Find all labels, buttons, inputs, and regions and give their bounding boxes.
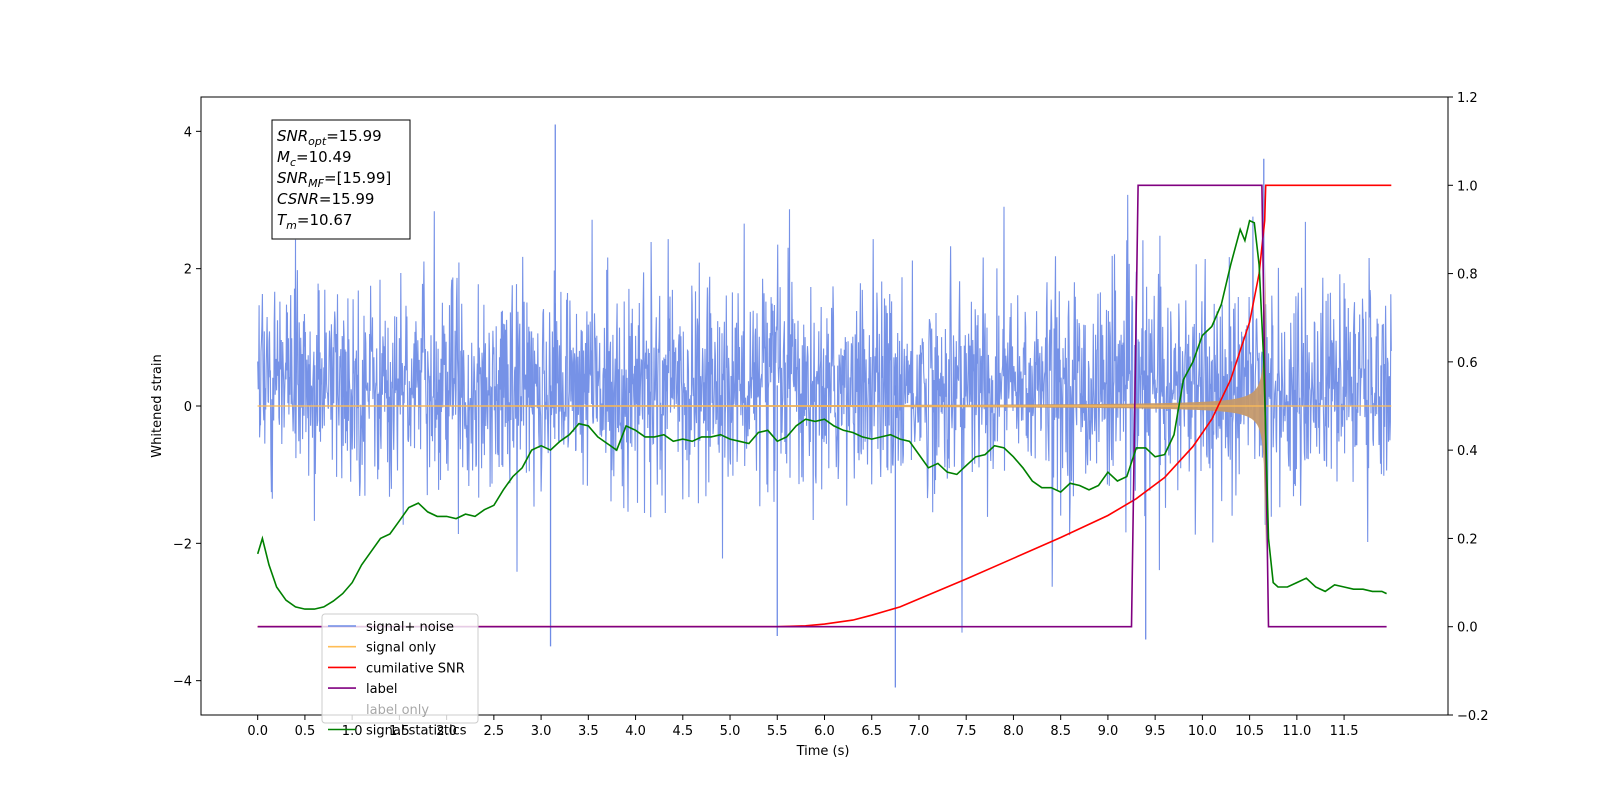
- legend-entry-label: signal statistics: [366, 724, 467, 739]
- x-tick-label: 2.0: [436, 724, 457, 739]
- x-tick-label: 0.0: [247, 724, 268, 739]
- x-tick-label: 7.0: [909, 724, 930, 739]
- legend-entry-label: cumilative SNR: [366, 661, 465, 676]
- legend-entry-label: signal+ noise: [366, 620, 454, 635]
- signal-series-layer: [257, 261, 1392, 551]
- y-tick-label: −2: [173, 537, 192, 552]
- series-line-label: [257, 184, 1387, 628]
- x-tick-label: 9.0: [1098, 724, 1119, 739]
- series-line-signal-noise: [257, 194, 1392, 633]
- info-box: SNRopt=15.99Mc=10.49SNRMF=[15.99]CSNR=15…: [271, 119, 411, 240]
- x-tick-label: 3.0: [531, 724, 552, 739]
- y-tick-label: 0: [184, 400, 192, 415]
- legend: signal+ noise signal only cumilative SNR la…: [321, 613, 479, 739]
- series-line-signal-statistics: [256, 219, 1387, 610]
- y-right-tick-label: −0.2: [1457, 709, 1489, 724]
- x-tick-label: 2.5: [484, 724, 505, 739]
- statistic-lines-layer: [256, 184, 1392, 628]
- legend-entry-label: label: [366, 682, 397, 697]
- y-tick-label: 2: [184, 263, 192, 278]
- info-box-line: Mc=10.49: [277, 148, 352, 169]
- info-box-frame: [271, 119, 411, 240]
- x-tick-label: 7.5: [956, 724, 977, 739]
- x-tick-label: 0.5: [295, 724, 316, 739]
- x-tick-label: 6.5: [861, 724, 882, 739]
- y-right-tick-label: 0.4: [1457, 444, 1478, 459]
- x-tick-label: 4.5: [672, 724, 693, 739]
- y-right-tick-label: 0.8: [1457, 268, 1478, 283]
- legend-entry-label: signal only: [366, 641, 436, 656]
- y-axis-label: Whitened strain: [150, 354, 165, 457]
- info-box-line: SNRopt=15.99: [277, 127, 382, 148]
- y-tick-label: −4: [173, 675, 192, 690]
- x-tick-label: 10.5: [1235, 724, 1264, 739]
- x-tick-label: 1.5: [389, 724, 410, 739]
- x-tick-label: 4.0: [625, 724, 646, 739]
- y-right-tick-label: 0.2: [1457, 532, 1478, 547]
- y-right-tick-label: 1.0: [1457, 179, 1478, 194]
- x-tick-label: 5.5: [767, 724, 788, 739]
- y-axis-right: −0.2 0.0 0.2 0.4 0.6 0.8 1.0 1.2: [1448, 91, 1489, 724]
- x-tick-label: 11.0: [1282, 724, 1311, 739]
- series-line-cumilative-snr: [257, 184, 1392, 628]
- info-box-line: Tm=10.67: [277, 211, 352, 232]
- x-tick-label: 8.0: [1003, 724, 1024, 739]
- y-right-tick-label: 0.0: [1457, 621, 1478, 636]
- x-tick-label: 11.5: [1330, 724, 1359, 739]
- x-tick-label: 6.0: [814, 724, 835, 739]
- x-axis: 0.0 0.5 1.0 1.5 2.0 2.5 3.0 3.5 4.0 4.5 5.0 5.5 6.0 6…: [247, 715, 1359, 739]
- info-box-line: CSNR=15.99: [277, 190, 374, 208]
- x-axis-label: Time (s): [796, 744, 850, 759]
- y-right-tick-label: 0.6: [1457, 356, 1478, 371]
- info-box-line: SNRMF=[15.99]: [277, 169, 391, 190]
- y-axis-left: −4 −2 0 2 4: [173, 125, 201, 690]
- x-tick-label: 9.5: [1145, 724, 1166, 739]
- x-tick-label: 10.0: [1188, 724, 1217, 739]
- x-tick-label: 1.0: [342, 724, 363, 739]
- x-tick-label: 8.5: [1050, 724, 1071, 739]
- legend-entry-label: label only: [366, 703, 429, 718]
- y-tick-label: 4: [184, 125, 192, 140]
- y-right-tick-label: 1.2: [1457, 91, 1478, 106]
- x-tick-label: 5.0: [720, 724, 741, 739]
- x-tick-label: 3.5: [578, 724, 599, 739]
- legend-frame: [321, 613, 479, 724]
